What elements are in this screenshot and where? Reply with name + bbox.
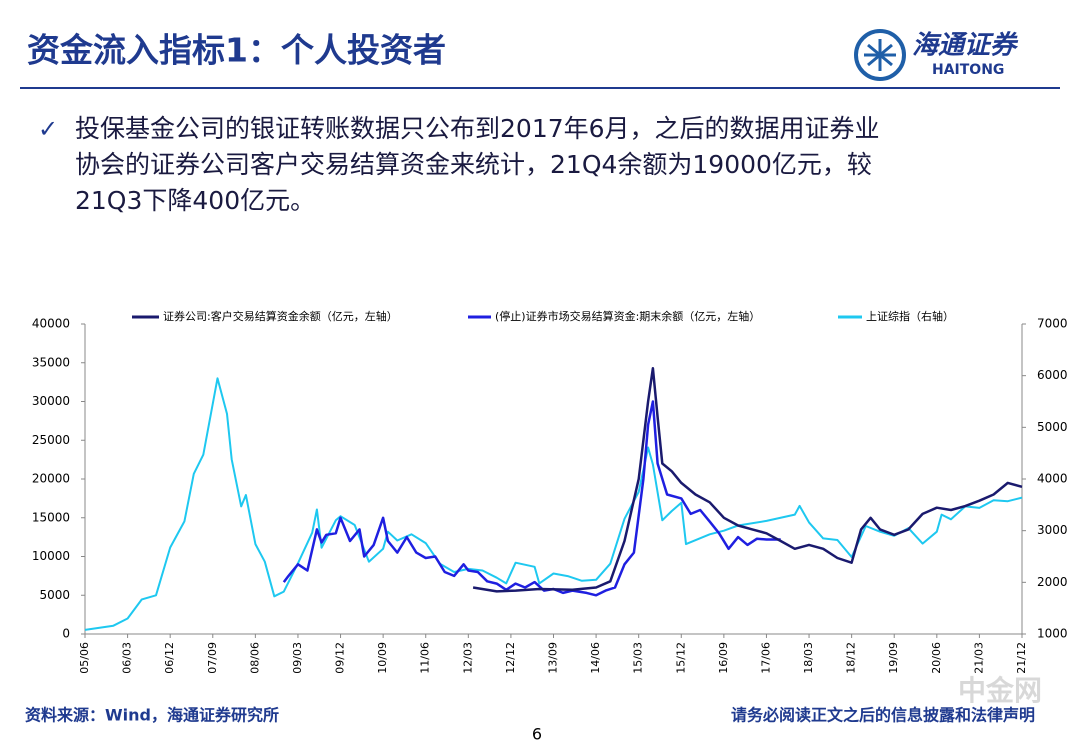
bullet-line: 协会的证券公司客户交易结算资金来统计，21Q4余额为19000亿元，较 <box>75 150 872 179</box>
x-tick-label: 21/03 <box>972 642 985 674</box>
logo-icon <box>854 29 906 81</box>
legend-label: 上证综指（右轴） <box>866 309 954 323</box>
x-tick-label: 18/03 <box>802 642 815 674</box>
y2-tick-label: 5000 <box>1037 420 1068 434</box>
x-tick-label: 20/06 <box>930 642 943 674</box>
y-tick-label: 5000 <box>39 588 70 602</box>
x-tick-label: 05/06 <box>78 642 91 674</box>
y-tick-label: 40000 <box>32 317 70 331</box>
x-tick-label: 19/09 <box>887 642 900 674</box>
x-tick-label: 14/06 <box>589 642 602 674</box>
page-number: 6 <box>532 725 542 744</box>
y2-tick-label: 3000 <box>1037 523 1068 537</box>
y2-tick-label: 4000 <box>1037 472 1068 486</box>
x-tick-label: 12/03 <box>461 642 474 674</box>
legend-label: 证券公司:客户交易结算资金余额（亿元，左轴） <box>163 309 398 323</box>
x-tick-label: 16/09 <box>717 642 730 674</box>
y2-tick-label: 6000 <box>1037 368 1068 382</box>
y-tick-label: 35000 <box>32 355 70 369</box>
x-tick-label: 10/09 <box>376 642 389 674</box>
y-tick-label: 10000 <box>32 549 70 563</box>
logo-cn: 海通证券 <box>912 31 1019 61</box>
logo-icon-detail <box>864 39 896 71</box>
y-tick-label: 0 <box>62 627 70 641</box>
y2-tick-label: 1000 <box>1037 627 1068 641</box>
bullet-check: ✓ <box>38 115 58 143</box>
x-tick-label: 17/06 <box>759 642 772 674</box>
x-tick-label: 15/03 <box>632 642 645 674</box>
y-tick-label: 30000 <box>32 394 70 408</box>
x-tick-label: 15/12 <box>674 642 687 674</box>
y2-tick-label: 2000 <box>1037 575 1068 589</box>
footer-source: 资料来源：Wind，海通证券研究所 <box>25 706 279 725</box>
x-tick-label: 06/03 <box>121 642 134 674</box>
x-tick-label: 09/03 <box>291 642 304 674</box>
legend-label: (停止)证券市场交易结算资金:期末余额（亿元，左轴） <box>495 309 760 323</box>
watermark: 中金网 <box>958 674 1042 707</box>
bullet-line: 21Q3下降400亿元。 <box>75 186 315 215</box>
y-tick-label: 20000 <box>32 472 70 486</box>
y2-tick-label: 7000 <box>1037 317 1068 331</box>
y-tick-label: 25000 <box>32 433 70 447</box>
x-tick-label: 08/06 <box>248 642 261 674</box>
x-tick-label: 13/09 <box>547 642 560 674</box>
series-line <box>84 377 1023 631</box>
x-tick-label: 09/12 <box>334 642 347 674</box>
series-line <box>282 400 781 597</box>
x-tick-label: 18/12 <box>845 642 858 674</box>
x-tick-label: 12/12 <box>504 642 517 674</box>
x-tick-label: 21/12 <box>1015 642 1028 674</box>
slide-title: 资金流入指标1：个人投资者 <box>27 31 446 70</box>
x-tick-label: 07/09 <box>206 642 219 674</box>
logo-en: HAITONG <box>932 62 1004 78</box>
series-line <box>472 366 1023 593</box>
x-tick-label: 11/06 <box>419 642 432 674</box>
x-tick-label: 06/12 <box>163 642 176 674</box>
y-tick-label: 15000 <box>32 510 70 524</box>
bullet-line: 投保基金公司的银证转账数据只公布到2017年6月，之后的数据用证券业 <box>75 114 880 143</box>
footer-disclaimer: 请务必阅读正文之后的信息披露和法律声明 <box>731 706 1035 725</box>
